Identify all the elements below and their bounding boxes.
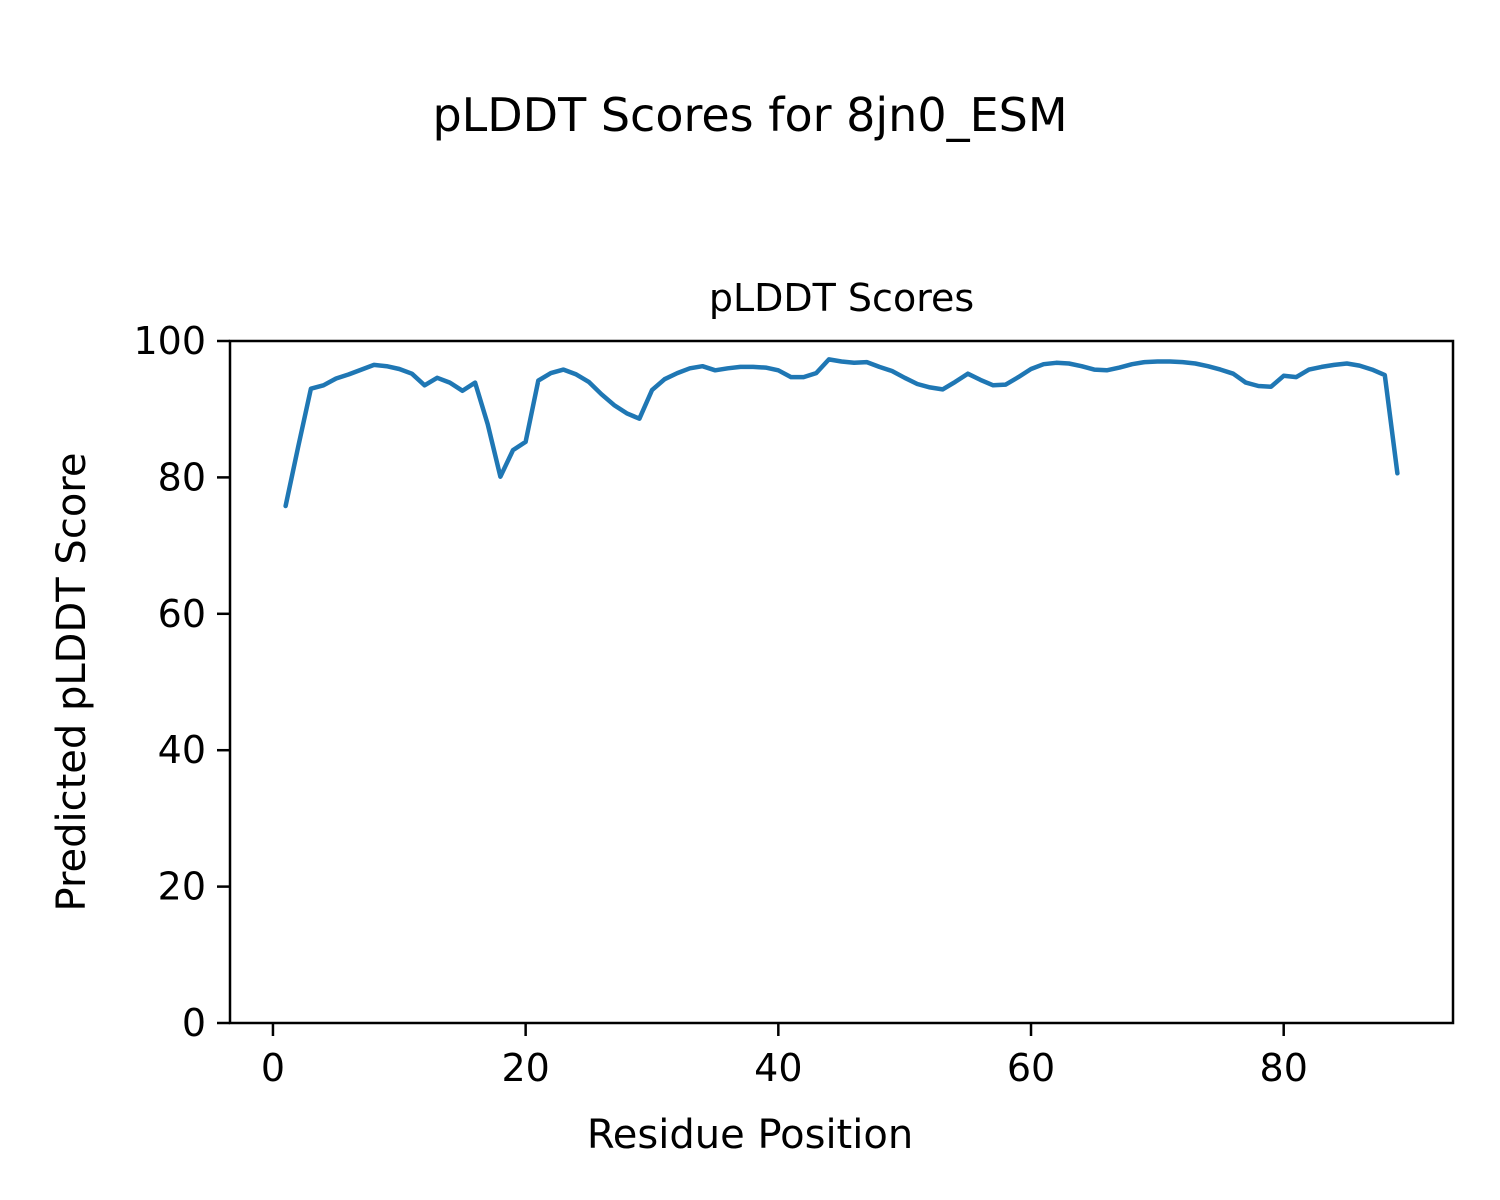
axes-frame bbox=[228, 339, 1455, 1025]
x-tick-label: 60 bbox=[1007, 1046, 1055, 1090]
figure-suptitle: pLDDT Scores for 8jn0_ESM bbox=[432, 88, 1068, 142]
y-axis-label: Predicted pLDDT Score bbox=[49, 452, 95, 912]
axes-title: pLDDT Scores bbox=[708, 276, 975, 320]
x-tick-label: 20 bbox=[501, 1046, 549, 1090]
x-axis-label: Residue Position bbox=[586, 1112, 914, 1158]
y-tick-label: 40 bbox=[158, 728, 206, 772]
x-tick-label: 0 bbox=[261, 1046, 285, 1090]
y-tick-label: 100 bbox=[133, 319, 206, 363]
y-tick-label: 20 bbox=[158, 865, 206, 909]
plddt-line bbox=[283, 357, 1400, 509]
x-tick-label: 80 bbox=[1260, 1046, 1308, 1090]
y-tick-label: 0 bbox=[182, 1001, 206, 1045]
x-tick-label: 40 bbox=[754, 1046, 802, 1090]
y-tick-label: 80 bbox=[158, 455, 206, 499]
y-tick-label: 60 bbox=[158, 592, 206, 636]
